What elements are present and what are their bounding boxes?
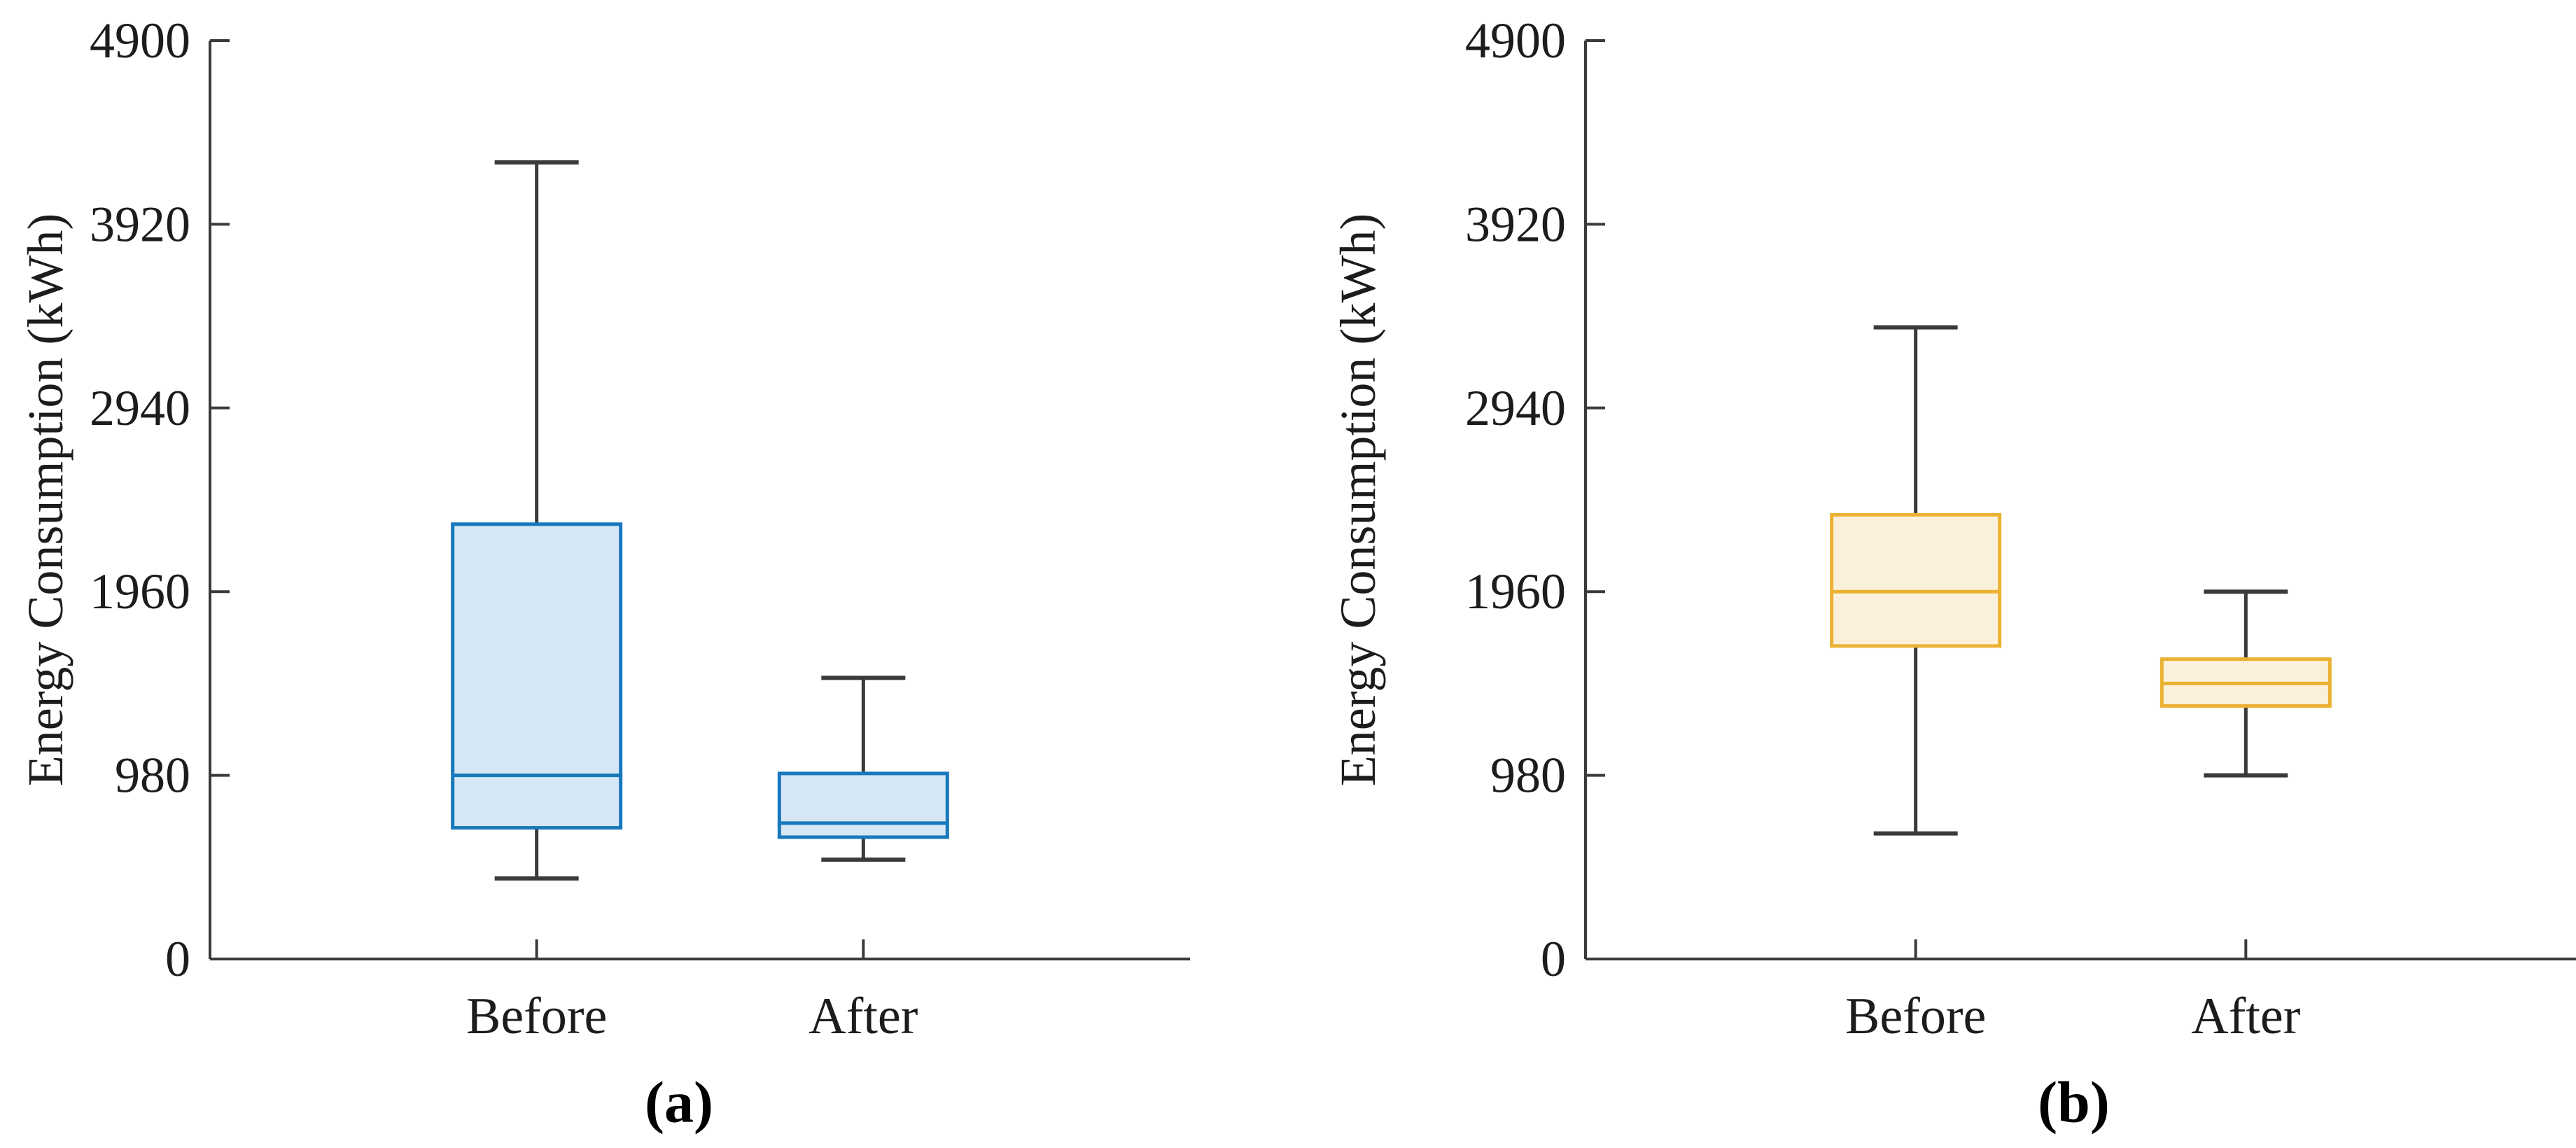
y-tick-label: 1960	[1465, 564, 1566, 620]
y-axis-title: Energy Consumption (kWh)	[1330, 214, 1386, 787]
box	[1830, 512, 2002, 648]
panel-b: 0 980 1960 2940 3920 4900 Energy Consumption (…	[1288, 0, 2576, 1148]
category-label: After	[808, 988, 918, 1045]
y-tick-label: 0	[165, 931, 190, 987]
panel-caption: (a)	[645, 1070, 713, 1135]
y-tick-label: 980	[115, 748, 190, 804]
category-label: Before	[466, 988, 607, 1045]
y-axis-title: Energy Consumption (kWh)	[18, 214, 74, 787]
boxplot-chart-b: 0 980 1960 2940 3920 4900 Energy Consumption (…	[1330, 13, 2576, 1135]
boxplot-chart-a: 0 980 1960 2940 3920 4900 Energy Consumption (…	[18, 13, 1190, 1135]
y-tick-label: 4900	[1465, 13, 1566, 69]
y-tick-label: 980	[1490, 748, 1566, 804]
y-tick-label: 2940	[1465, 380, 1566, 436]
panel-a: 0 980 1960 2940 3920 4900 Energy Consumption (…	[18, 13, 1190, 1135]
y-tick-label: 1960	[90, 564, 190, 620]
category-label: Before	[1845, 988, 1986, 1045]
y-tick-label: 4900	[90, 13, 190, 69]
y-tick-label: 2940	[90, 380, 190, 436]
y-tick-label: 3920	[90, 196, 190, 252]
y-tick-label: 0	[1541, 931, 1566, 987]
category-label: After	[2191, 988, 2300, 1045]
panel-caption: (b)	[2038, 1070, 2110, 1135]
y-tick-label: 3920	[1465, 196, 1566, 252]
box	[451, 522, 623, 830]
box	[777, 771, 949, 839]
